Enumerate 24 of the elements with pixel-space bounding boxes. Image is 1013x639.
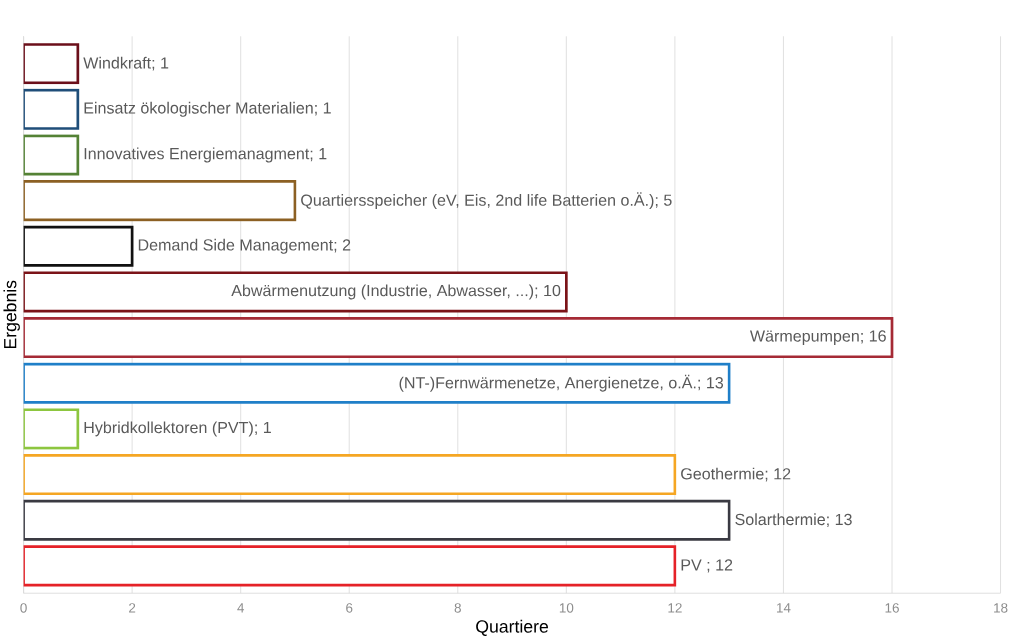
- data-label: PV ; 12: [681, 559, 733, 573]
- x-tick-label: 6: [346, 602, 353, 613]
- x-tick-label: 8: [454, 602, 461, 613]
- data-label: Innovatives Energiemanagment; 1: [84, 147, 327, 163]
- x-tick-label: 2: [129, 602, 136, 613]
- data-label: Abwärmenutzung (Industrie, Abwasser, ...); 10: [231, 284, 561, 300]
- data-label: Hybridkollektoren (PVT); 1: [84, 421, 271, 437]
- data-label: Quartiersspeicher (eV, Eis, 2nd life Batterien o.Ä.); 5: [301, 192, 672, 209]
- x-tick-label: 16: [885, 602, 899, 613]
- x-tick-label: 18: [994, 602, 1008, 613]
- x-tick-label: 10: [559, 602, 574, 613]
- data-label: (NT-)Fernwärmenetze, Anergienetze, o.Ä.; 13: [399, 374, 724, 392]
- data-label: Windkraft; 1: [83, 56, 169, 71]
- x-axis-title: Quartiere: [476, 619, 549, 636]
- data-label: Einsatz ökologischer Materialien; 1: [84, 101, 331, 117]
- x-tick-label: 12: [668, 602, 682, 613]
- data-label: Solarthermie; 13: [735, 513, 852, 527]
- y-axis-title: Ergebnis: [3, 280, 20, 348]
- data-label: Demand Side Management; 2: [138, 238, 351, 254]
- x-tick-label: 0: [20, 602, 27, 613]
- data-label: Geothermie; 12: [681, 467, 791, 482]
- x-tick-label: 14: [776, 602, 791, 613]
- data-label: Wärmepumpen; 16: [749, 330, 886, 345]
- x-tick-label: 4: [237, 602, 245, 613]
